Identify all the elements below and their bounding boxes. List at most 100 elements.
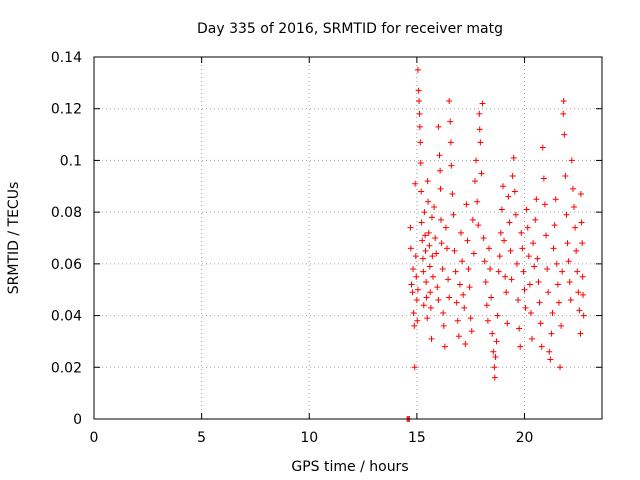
data-point <box>520 268 527 275</box>
data-point <box>451 247 458 254</box>
data-point <box>432 235 439 241</box>
data-point <box>455 333 462 340</box>
data-point <box>491 364 498 371</box>
data-point <box>513 260 520 267</box>
data-point <box>418 188 425 195</box>
data-point <box>407 245 414 252</box>
data-point <box>419 255 426 262</box>
data-point <box>576 307 583 314</box>
data-point <box>549 309 556 316</box>
data-point <box>544 266 551 273</box>
x-tick-label: 15 <box>408 430 426 446</box>
data-point <box>461 304 468 311</box>
data-point <box>561 131 568 138</box>
x-tick-label: 20 <box>516 430 534 446</box>
data-point <box>527 309 534 316</box>
data-point <box>421 209 428 216</box>
data-point <box>519 245 526 252</box>
data-point <box>416 110 423 117</box>
data-point <box>507 247 514 254</box>
data-point <box>493 338 500 345</box>
data-point <box>463 201 470 208</box>
data-point <box>427 304 434 311</box>
data-point <box>408 281 415 288</box>
data-point <box>440 322 447 329</box>
data-point <box>487 266 494 273</box>
data-point <box>410 266 417 273</box>
data-point <box>476 126 483 133</box>
data-point <box>434 284 441 291</box>
data-point <box>490 348 497 355</box>
data-point <box>562 172 569 179</box>
data-point <box>417 139 424 146</box>
data-point <box>574 268 581 275</box>
data-point <box>483 302 490 309</box>
data-point <box>560 110 567 117</box>
data-point <box>526 281 533 288</box>
data-point <box>523 206 530 213</box>
data-point <box>447 139 454 146</box>
data-point <box>505 193 512 200</box>
data-point <box>475 222 482 229</box>
data-point <box>491 374 498 381</box>
data-point <box>579 240 586 247</box>
data-point <box>424 178 431 185</box>
data-point <box>428 214 435 221</box>
data-point <box>563 211 570 218</box>
data-point <box>454 317 461 324</box>
data-point <box>458 229 465 236</box>
data-point <box>462 341 469 348</box>
data-point <box>580 312 587 319</box>
data-point <box>540 175 547 182</box>
data-point <box>541 201 548 208</box>
data-point <box>441 343 448 350</box>
data-point <box>436 152 443 159</box>
data-point <box>420 302 427 309</box>
data-point <box>447 118 454 125</box>
data-point <box>558 322 565 329</box>
data-point <box>554 281 561 288</box>
y-tick-label: 0.08 <box>51 205 82 221</box>
data-point <box>489 330 496 337</box>
data-point <box>481 258 488 265</box>
data-point <box>439 266 446 273</box>
data-point <box>531 263 538 270</box>
data-point <box>525 253 532 260</box>
data-point <box>579 273 586 280</box>
data-point <box>446 294 453 301</box>
data-point <box>510 154 517 161</box>
data-point <box>572 224 579 231</box>
data-point <box>414 286 421 293</box>
grid <box>94 57 602 419</box>
data-point <box>472 178 478 185</box>
data-point <box>412 253 419 260</box>
data-point <box>568 157 575 164</box>
data-point <box>437 185 444 192</box>
data-point <box>551 222 558 229</box>
data-point <box>506 219 513 226</box>
data-point <box>417 160 424 167</box>
data-point <box>575 289 582 296</box>
data-point <box>413 273 420 280</box>
data-points <box>404 66 587 422</box>
data-point <box>492 353 499 360</box>
data-point <box>450 211 457 218</box>
data-point <box>557 364 564 371</box>
data-point <box>477 139 484 146</box>
data-point <box>503 289 510 296</box>
data-point <box>425 198 432 205</box>
data-point <box>464 237 471 244</box>
data-point <box>426 242 433 249</box>
data-point <box>517 343 524 350</box>
data-point <box>522 304 529 311</box>
data-point <box>524 224 531 231</box>
data-point <box>536 299 543 306</box>
data-point <box>422 247 429 254</box>
y-tick-label: 0 <box>73 412 82 428</box>
data-point <box>437 216 444 223</box>
data-point <box>516 325 523 332</box>
data-point <box>494 312 501 319</box>
data-point <box>422 232 429 239</box>
data-point <box>476 110 483 117</box>
data-point <box>412 180 419 187</box>
